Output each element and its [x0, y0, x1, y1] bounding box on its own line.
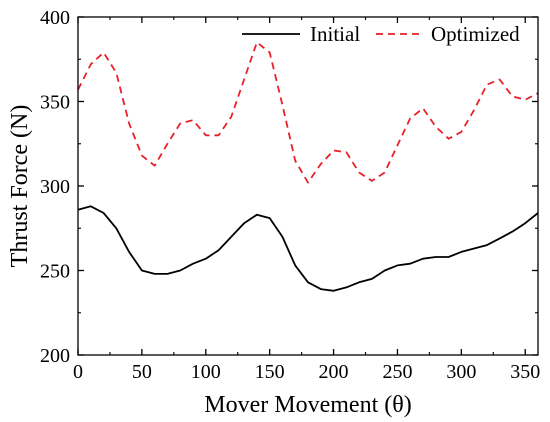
x-tick-label-350: 350	[510, 361, 540, 383]
legend: Initial Optimized	[242, 22, 520, 46]
series-line-optimized	[77, 41, 539, 184]
x-tick-label-150: 150	[255, 361, 285, 383]
series-line-initial	[77, 205, 539, 292]
axis-tick-labels: 0 50 100 150 200 250 300 350 200 250 300 350 400	[40, 7, 540, 383]
x-tick-label-250: 250	[382, 361, 412, 383]
legend-label-optimized: Optimized	[431, 22, 520, 46]
y-tick-label-400: 400	[40, 7, 70, 29]
x-tick-label-200: 200	[319, 361, 349, 383]
plot-frame	[77, 16, 539, 356]
legend-label-initial: Initial	[310, 22, 360, 46]
x-axis-title: Mover Movement (θ)	[204, 392, 411, 418]
x-tick-label-0: 0	[73, 361, 83, 383]
x-tick-label-300: 300	[446, 361, 476, 383]
y-tick-label-300: 300	[40, 176, 70, 198]
axis-ticks	[77, 16, 538, 356]
y-tick-label-200: 200	[40, 345, 70, 367]
y-tick-label-250: 250	[40, 261, 70, 283]
y-tick-label-350: 350	[40, 92, 70, 114]
y-axis-title: Thrust Force (N)	[7, 105, 33, 268]
plot-lines	[77, 41, 539, 292]
x-tick-label-50: 50	[132, 361, 152, 383]
x-tick-label-100: 100	[191, 361, 221, 383]
